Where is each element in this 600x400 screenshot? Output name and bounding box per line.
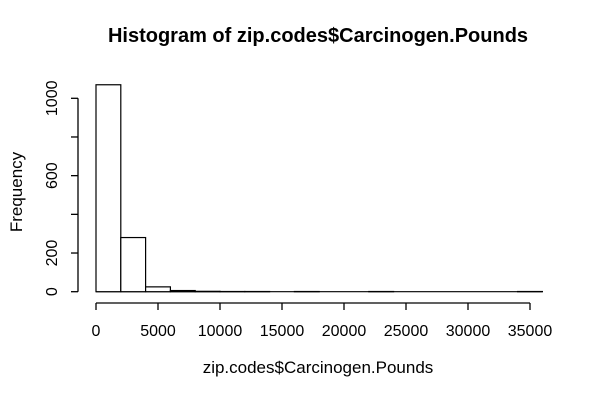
x-tick-label: 35000 xyxy=(508,323,553,340)
x-tick-label: 15000 xyxy=(260,323,305,340)
x-tick-label: 10000 xyxy=(198,323,243,340)
y-axis: 0 200 600 1000 xyxy=(44,80,79,296)
y-tick-label: 0 xyxy=(44,287,61,296)
x-tick-label: 30000 xyxy=(446,323,491,340)
y-tick-label: 1000 xyxy=(44,80,61,116)
x-tick-label: 20000 xyxy=(322,323,367,340)
y-axis-label: Frequency xyxy=(7,151,26,232)
x-tick-label: 25000 xyxy=(384,323,429,340)
x-tick-label: 0 xyxy=(92,323,101,340)
histogram-bar xyxy=(145,286,172,293)
x-axis-label: zip.codes$Carcinogen.Pounds xyxy=(203,358,434,377)
histogram-bars xyxy=(95,84,543,293)
y-tick-label: 600 xyxy=(44,162,61,189)
y-tick-label: 200 xyxy=(44,240,61,267)
chart-title: Histogram of zip.codes$Carcinogen.Pounds xyxy=(108,25,528,47)
histogram-bar xyxy=(120,236,147,293)
x-axis: 0 5000 10000 15000 20000 25000 30000 35000 xyxy=(92,302,553,340)
x-tick-label: 5000 xyxy=(140,323,176,340)
histogram-bar xyxy=(169,289,196,293)
histogram-bar xyxy=(95,84,122,293)
